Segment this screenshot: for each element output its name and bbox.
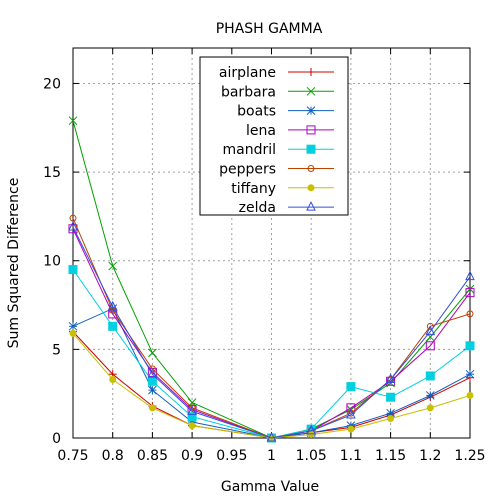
y-tick-label: 10: [43, 254, 61, 270]
legend-marker-tiffany: [307, 184, 315, 192]
data-point-lena: [68, 224, 78, 234]
data-point-barbara: [148, 348, 157, 358]
data-point-zelda: [187, 405, 197, 415]
legend-label-airplane: airplane: [219, 65, 276, 81]
x-tick-label: 1.05: [296, 448, 327, 464]
data-point-mandril: [425, 371, 435, 381]
x-tick-label: 0.95: [216, 448, 247, 464]
data-point-zelda: [266, 431, 277, 442]
data-point-boats: [148, 385, 157, 395]
data-point-zelda: [425, 325, 436, 336]
legend-box: [199, 56, 349, 216]
data-point-lena: [346, 403, 356, 413]
legend-label-zelda: zelda: [239, 200, 276, 216]
data-point-zelda: [465, 270, 475, 281]
legend-label-lena: lena: [246, 123, 276, 139]
legend: airplane barbara boats lena mandril peppers ti…: [199, 56, 349, 216]
x-tick-label: 1.25: [454, 448, 485, 464]
data-point-peppers: [426, 322, 434, 330]
series-lines: [68, 116, 475, 443]
y-tick-label: 20: [43, 76, 61, 92]
x-tick-label: 0.9: [181, 448, 203, 464]
data-point-tiffany: [188, 422, 196, 430]
x-tick-label: 1.2: [419, 448, 441, 464]
data-point-lena: [425, 341, 435, 351]
data-point-tiffany: [466, 391, 474, 399]
legend-label-peppers: peppers: [219, 162, 276, 178]
data-point-peppers: [466, 310, 474, 318]
data-point-tiffany: [426, 404, 434, 412]
data-point-mandril: [108, 321, 118, 331]
legend-marker-zelda: [306, 200, 316, 211]
x-tick-label: 1.15: [375, 448, 406, 464]
legend-marker-lena: [306, 125, 316, 135]
data-point-zelda: [147, 368, 158, 378]
legend-label-tiffany: tiffany: [231, 181, 276, 197]
x-tick-label: 0.85: [137, 448, 168, 464]
legend-marker-mandril: [306, 144, 316, 154]
data-point-zelda: [107, 300, 118, 311]
chart-title: PHASH GAMMA: [216, 21, 323, 37]
data-point-barbara: [108, 261, 118, 271]
axis-ticks: 0.75 0.8 0.85 0.9 0.95 1 1.05 1.1 1.15 1.2 1.25 0 5 1…: [43, 48, 486, 464]
data-point-boats: [425, 391, 435, 400]
legend-marker-airplane: [307, 68, 315, 76]
data-point-mandril: [187, 412, 197, 422]
series-line-zelda: [72, 226, 471, 439]
data-point-tiffany: [387, 415, 395, 422]
data-point-zelda: [68, 220, 78, 231]
data-point-tiffany: [347, 425, 355, 433]
legend-marker-peppers: [307, 165, 315, 172]
legend-label-mandril: mandril: [222, 142, 276, 158]
series-line-tiffany: [72, 333, 471, 439]
data-point-mandril: [68, 265, 78, 275]
y-axis-title: Sum Squared Difference: [6, 178, 22, 349]
data-point-tiffany: [109, 376, 117, 383]
data-point-tiffany: [148, 404, 156, 412]
legend-marker-barbara: [306, 86, 316, 96]
data-point-zelda: [346, 408, 356, 419]
y-tick-label: 0: [52, 431, 61, 447]
y-tick-label: 15: [43, 165, 61, 181]
data-point-barbara: [68, 116, 78, 126]
series-line-boats: [72, 307, 471, 439]
y-tick-label: 5: [52, 342, 61, 358]
data-point-tiffany: [69, 329, 77, 337]
data-point-lena: [386, 376, 396, 386]
x-tick-label: 1.1: [340, 448, 362, 464]
data-point-mandril: [147, 376, 157, 386]
data-point-mandril: [386, 392, 396, 402]
data-point-boats: [465, 369, 475, 379]
data-point-boats: [68, 321, 78, 331]
legend-label-barbara: barbara: [221, 84, 276, 100]
legend-label-boats: boats: [237, 104, 276, 120]
data-point-zelda: [385, 373, 396, 383]
data-point-zelda: [306, 424, 317, 435]
data-point-mandril: [465, 341, 475, 351]
data-point-lena: [465, 288, 475, 298]
x-tick-label: 1: [267, 448, 276, 464]
series-line-mandril: [72, 269, 471, 439]
data-point-tiffany: [307, 430, 315, 438]
x-axis-title: Gamma Value: [221, 479, 319, 495]
x-tick-label: 0.8: [102, 448, 124, 464]
x-tick-label: 0.75: [57, 448, 88, 464]
legend-marker-boats: [306, 106, 316, 115]
data-point-mandril: [346, 382, 356, 392]
